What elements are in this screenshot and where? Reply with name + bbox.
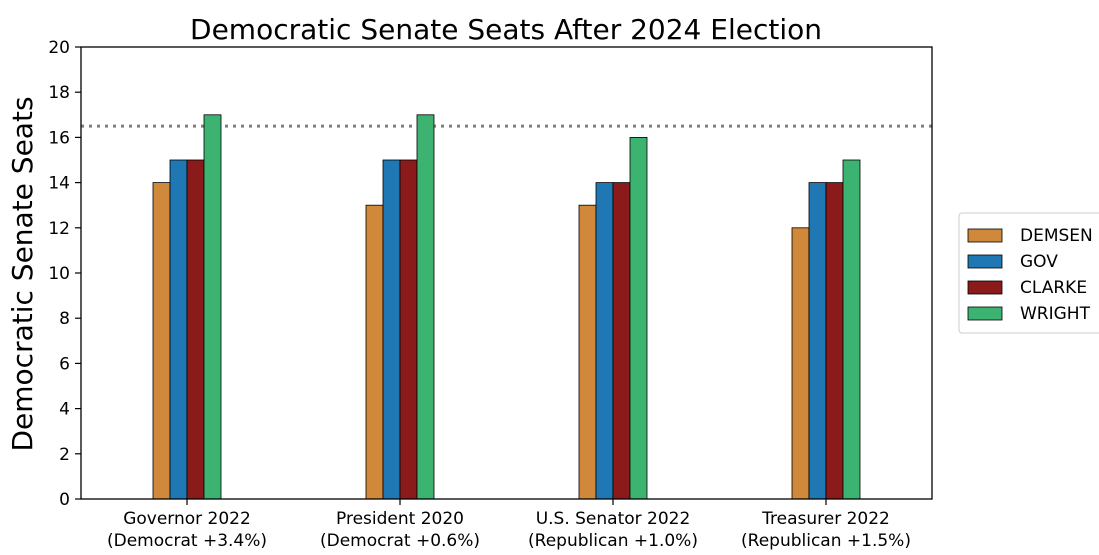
legend-swatch-gov (967, 254, 1003, 269)
bar-wright-4 (842, 159, 861, 500)
x-tick-label: (Democrat +3.4%) (107, 531, 267, 551)
bar-clarke-1 (186, 159, 205, 500)
y-tick-label: 18 (48, 83, 70, 103)
legend-label-wright: WRIGHT (1020, 304, 1091, 324)
y-tick-label: 0 (59, 490, 70, 510)
legend-swatch-wright (967, 306, 1003, 321)
x-tick-label: Governor 2022 (123, 509, 251, 529)
y-tick-label: 4 (59, 400, 70, 420)
x-tick-label: (Republican +1.0%) (528, 531, 698, 551)
legend-label-clarke: CLARKE (1020, 278, 1087, 298)
legend-label-gov: GOV (1020, 252, 1058, 272)
chart-title: Democratic Senate Seats After 2024 Elect… (190, 13, 822, 46)
bar-gov-1 (169, 159, 188, 500)
y-tick-label: 10 (48, 264, 70, 284)
bar-gov-2 (382, 159, 401, 500)
y-tick-label: 20 (48, 38, 70, 58)
x-tick-label: Treasurer 2022 (761, 509, 890, 529)
bar-gov-4 (808, 182, 827, 500)
y-tick-label: 12 (48, 219, 70, 239)
y-tick-label: 2 (59, 445, 70, 465)
bar-wright-2 (416, 114, 435, 500)
y-tick-label: 14 (48, 174, 70, 194)
bar-clarke-2 (399, 159, 418, 500)
x-tick-label: President 2020 (336, 509, 464, 529)
bar-demsen-1 (152, 182, 171, 500)
bar-clarke-3 (612, 182, 631, 500)
y-axis-label: Democratic Senate Seats (6, 96, 39, 451)
legend: DEMSEN GOV CLARKE WRIGHT (958, 212, 1099, 334)
legend-swatch-demsen (967, 228, 1003, 243)
x-tick-label: U.S. Senator 2022 (536, 509, 691, 529)
x-tick-label: (Democrat +0.6%) (320, 531, 480, 551)
y-tick-label: 8 (59, 309, 70, 329)
bar-wright-1 (203, 114, 222, 500)
bar-demsen-4 (791, 227, 810, 500)
bar-wright-3 (629, 136, 648, 500)
bar-gov-3 (595, 182, 614, 500)
bar-demsen-2 (365, 204, 384, 500)
legend-swatch-clarke (967, 280, 1003, 295)
legend-label-demsen: DEMSEN (1020, 226, 1093, 246)
legend-box (958, 212, 1099, 334)
bar-demsen-3 (578, 204, 597, 500)
bar-clarke-4 (825, 182, 844, 500)
y-tick-label: 6 (59, 354, 70, 374)
y-tick-label: 16 (48, 128, 70, 148)
x-tick-label: (Republican +1.5%) (741, 531, 911, 551)
